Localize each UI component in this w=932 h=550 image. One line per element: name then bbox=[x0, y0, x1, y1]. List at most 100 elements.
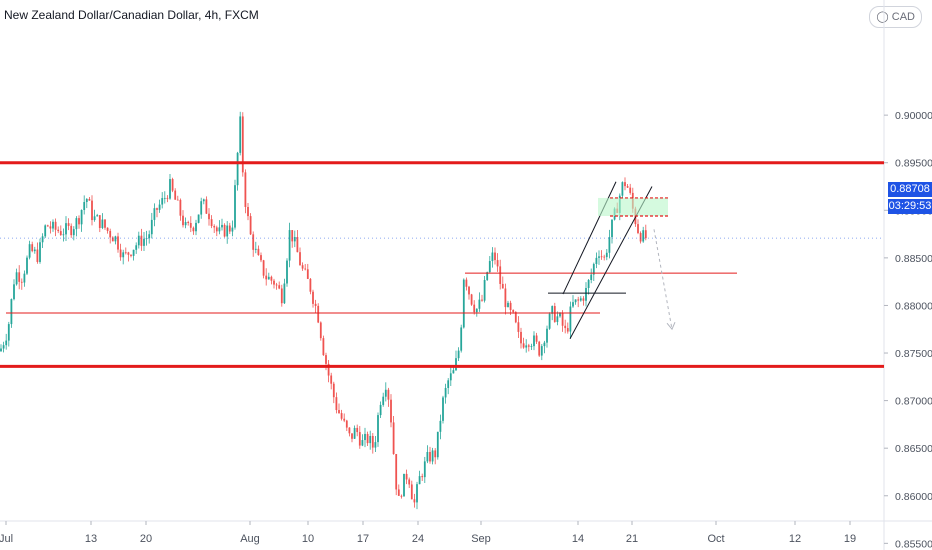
candle-body bbox=[234, 185, 236, 228]
candle-body bbox=[114, 236, 117, 242]
candle-body bbox=[574, 299, 577, 303]
candle-body bbox=[106, 227, 109, 231]
candle-body bbox=[481, 299, 483, 301]
y-tick-label: 0.89500 bbox=[895, 158, 932, 170]
candle-body bbox=[418, 476, 421, 485]
candle-body bbox=[309, 278, 312, 292]
candle-body bbox=[36, 249, 39, 262]
candle-body bbox=[644, 230, 647, 239]
candle-body bbox=[522, 343, 525, 348]
candle-body bbox=[23, 273, 26, 283]
candles bbox=[0, 111, 647, 510]
candle-body bbox=[200, 201, 203, 215]
candle-body bbox=[57, 229, 60, 232]
candle-body bbox=[384, 389, 387, 397]
candle-body bbox=[210, 219, 213, 227]
candle-body bbox=[127, 252, 130, 255]
candle-body bbox=[122, 252, 125, 258]
candle-body bbox=[377, 415, 379, 443]
projection-arrow bbox=[653, 229, 673, 330]
target-zone bbox=[598, 197, 668, 217]
candle-body bbox=[197, 214, 200, 223]
candle-body bbox=[514, 312, 517, 323]
candle-body bbox=[317, 305, 320, 323]
candle-body bbox=[88, 198, 91, 201]
candle-body bbox=[31, 244, 34, 252]
candle-body bbox=[392, 422, 395, 455]
candle-body bbox=[124, 252, 127, 254]
candle-body bbox=[582, 298, 585, 301]
candle-body bbox=[10, 299, 13, 325]
candle-body bbox=[397, 489, 400, 496]
candle-body bbox=[455, 358, 457, 371]
candle-body bbox=[517, 322, 520, 332]
candle-body bbox=[7, 324, 10, 341]
candle-body bbox=[135, 245, 138, 250]
candle-body bbox=[70, 225, 73, 236]
candle-body bbox=[520, 331, 522, 344]
candle-body bbox=[434, 450, 437, 458]
candle-body bbox=[538, 341, 541, 356]
candle-body bbox=[566, 328, 569, 332]
candle-body bbox=[340, 413, 343, 419]
candle-body bbox=[254, 248, 257, 250]
candle-body bbox=[426, 451, 429, 462]
candle-body bbox=[543, 342, 546, 347]
candle-body bbox=[358, 432, 361, 446]
candle-body bbox=[278, 285, 281, 289]
candle-body bbox=[590, 274, 593, 281]
candle-body bbox=[39, 242, 41, 262]
candle-body bbox=[564, 325, 567, 329]
candle-body bbox=[494, 252, 496, 261]
candle-body bbox=[436, 431, 439, 458]
candle-body bbox=[431, 450, 434, 462]
candle-body bbox=[572, 302, 574, 307]
candle-body bbox=[507, 302, 509, 308]
candle-body bbox=[501, 283, 504, 289]
candle-body bbox=[260, 255, 262, 261]
candle-body bbox=[452, 370, 455, 374]
candle-body bbox=[421, 476, 424, 478]
y-tick-label: 0.86500 bbox=[895, 443, 932, 455]
candle-body bbox=[364, 433, 366, 441]
candle-body bbox=[553, 306, 556, 322]
candle-body bbox=[449, 373, 452, 381]
candle-body bbox=[535, 335, 538, 342]
currency-icon: ◯ bbox=[876, 11, 892, 23]
candle-body bbox=[85, 198, 88, 203]
candle-body bbox=[332, 383, 335, 398]
candle-body bbox=[509, 302, 512, 310]
candle-body bbox=[182, 215, 184, 226]
candle-body bbox=[267, 276, 270, 280]
candle-body bbox=[65, 223, 67, 235]
x-tick-label: Jul bbox=[0, 533, 13, 545]
candle-body bbox=[356, 427, 359, 433]
candle-body bbox=[556, 316, 559, 322]
candle-body bbox=[296, 237, 299, 253]
candle-body bbox=[275, 284, 278, 286]
candle-body bbox=[192, 227, 195, 232]
candle-body bbox=[486, 272, 489, 281]
candle-body bbox=[93, 216, 96, 221]
candle-body bbox=[301, 265, 304, 269]
candle-body bbox=[130, 254, 132, 256]
candle-body bbox=[119, 249, 122, 258]
candle-body bbox=[171, 179, 174, 191]
candle-body bbox=[239, 116, 242, 153]
candle-body bbox=[158, 204, 161, 210]
candle-body bbox=[369, 435, 372, 444]
candle-body bbox=[153, 208, 156, 220]
candle-body bbox=[273, 280, 275, 285]
candle-body bbox=[83, 202, 86, 211]
x-tick-label: Aug bbox=[240, 533, 260, 545]
y-tick-label: 0.90000 bbox=[895, 110, 932, 122]
candle-body bbox=[371, 435, 374, 448]
candle-body bbox=[639, 233, 642, 242]
currency-button[interactable]: ◯ CAD bbox=[869, 6, 922, 28]
candle-body bbox=[174, 190, 177, 200]
candle-body bbox=[579, 298, 582, 301]
candle-body bbox=[231, 227, 234, 232]
candle-body bbox=[343, 418, 346, 421]
